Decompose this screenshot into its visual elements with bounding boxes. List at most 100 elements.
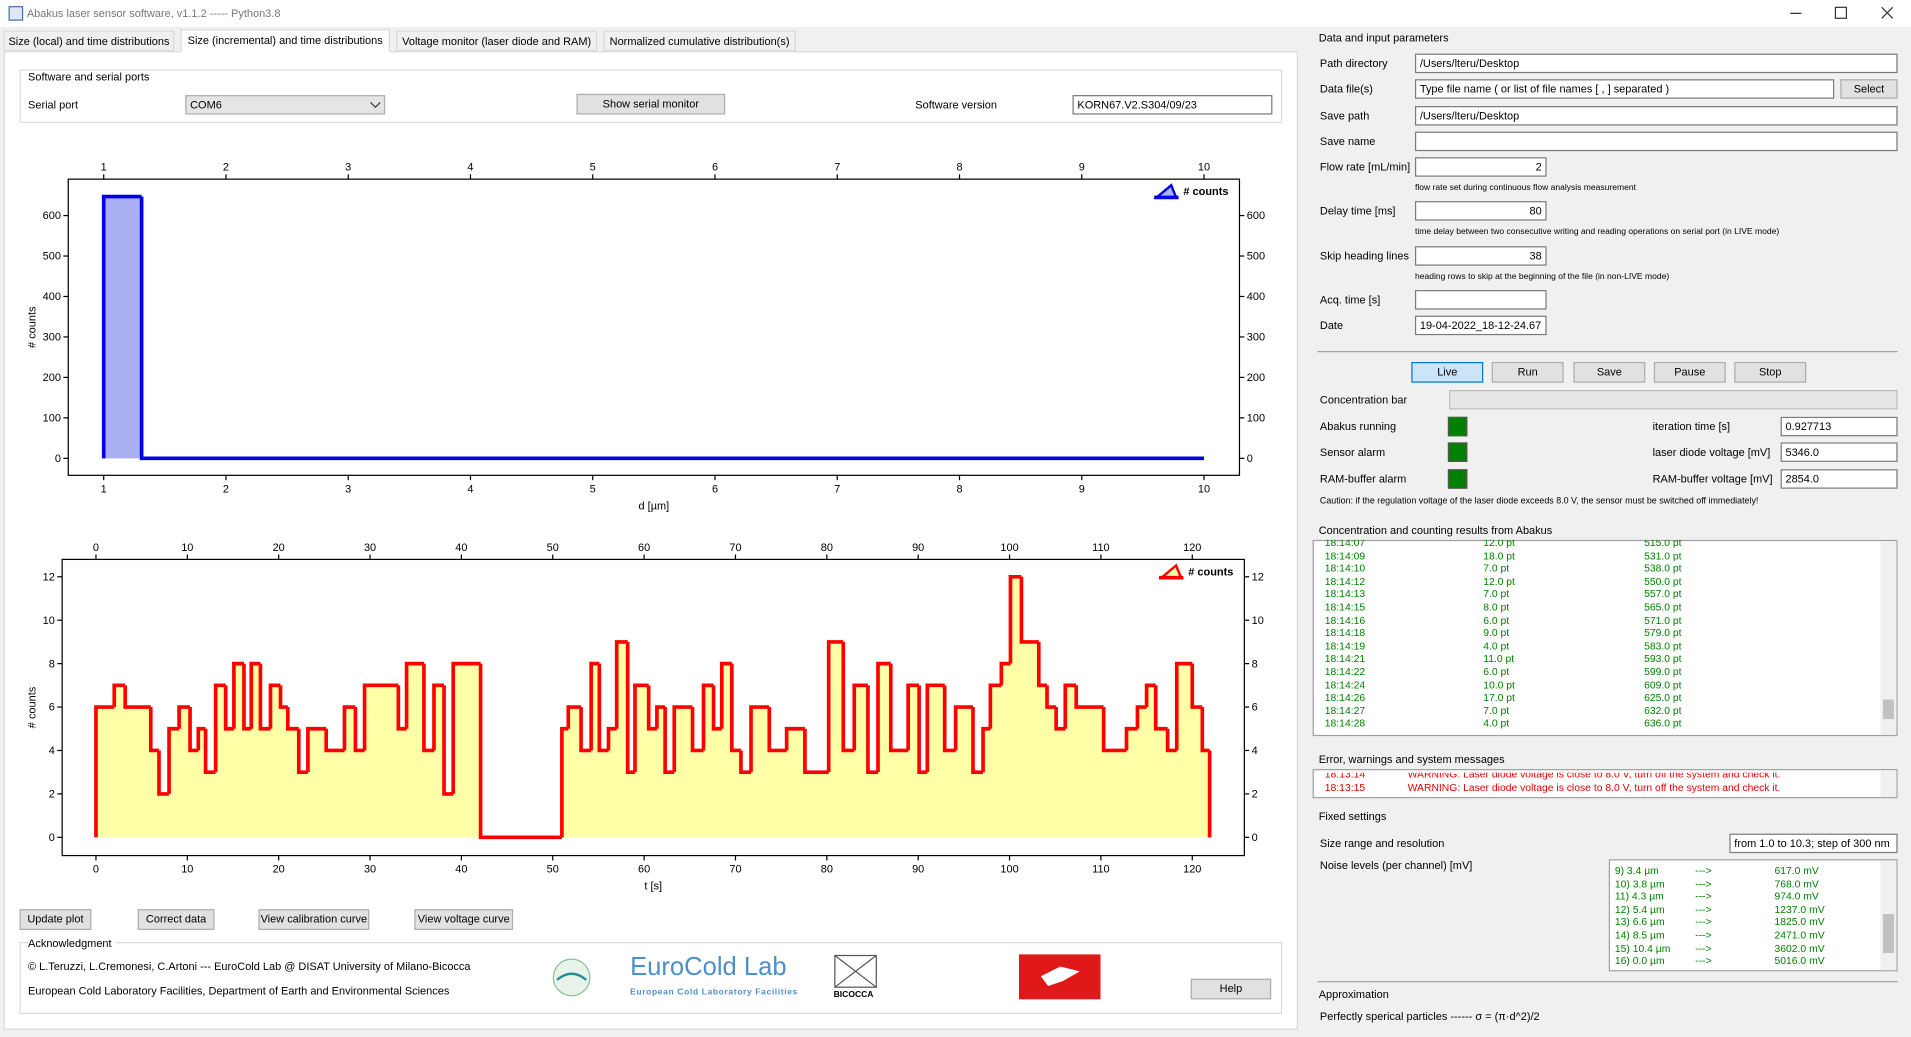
- y-tick-label: 200: [43, 372, 61, 384]
- button[interactable]: Save: [1573, 361, 1646, 383]
- result-cell: 6.0 pt: [1483, 613, 1510, 626]
- step-segment: [432, 683, 445, 751]
- step-segment: [606, 726, 617, 751]
- step-segment: [139, 196, 1205, 461]
- y-tick-label: 100: [1247, 413, 1265, 425]
- logo-subtext: European Cold Laboratory Facilities: [630, 988, 798, 997]
- hint: flow rate set during continuous flow ana…: [1414, 184, 1636, 193]
- step-segment: [1101, 707, 1127, 753]
- noise-cell: 617.0 mV: [1774, 864, 1819, 877]
- step-segment: [94, 705, 115, 838]
- y-tick-label: 10: [43, 615, 55, 627]
- x-tick-label: 110: [1092, 542, 1109, 554]
- step-segment: [826, 640, 844, 773]
- tab[interactable]: Size (incremental) and time distribution…: [180, 29, 390, 53]
- y-tick-label: 500: [43, 251, 61, 263]
- text-field[interactable]: [1414, 131, 1898, 152]
- step-segment: [1190, 663, 1203, 709]
- x-tick-label: 7: [834, 483, 840, 495]
- group-title: Acknowledgment: [28, 937, 116, 950]
- noise-cell: --->: [1695, 928, 1712, 941]
- noise-cell: --->: [1695, 941, 1712, 954]
- text-field[interactable]: 0.927713: [1780, 416, 1898, 437]
- button[interactable]: Correct data: [137, 909, 215, 930]
- caution: Caution: if the regulation voltage of th…: [1319, 494, 1759, 506]
- x-tick-label: 10: [181, 864, 193, 876]
- x-tick-label: 20: [273, 864, 285, 876]
- button[interactable]: Update plot: [19, 909, 92, 930]
- step-segment: [971, 707, 984, 775]
- label: Perfectly sperical particles ------ σ = …: [1319, 1010, 1540, 1023]
- x-tick-label: 100: [1000, 542, 1018, 554]
- text-field[interactable]: 38: [1414, 246, 1547, 266]
- step-segment: [988, 683, 1002, 729]
- scrollbar: [1880, 541, 1897, 735]
- window-controls[interactable]: [1779, 0, 1911, 27]
- combo-box[interactable]: COM6: [185, 95, 386, 115]
- y-tick-label: 0: [1247, 453, 1253, 465]
- tab[interactable]: Size (local) and time distributions: [3, 30, 175, 52]
- step-segment: [148, 707, 159, 753]
- text-field[interactable]: 80: [1414, 201, 1547, 221]
- step-segment: [1124, 726, 1138, 751]
- button[interactable]: Help: [1190, 978, 1272, 1000]
- x-tick-label: 0: [93, 864, 99, 876]
- text-field[interactable]: /Users/lteru/Desktop: [1414, 106, 1898, 126]
- text-field[interactable]: 2: [1414, 157, 1547, 177]
- tab[interactable]: Voltage monitor (laser diode and RAM): [396, 30, 598, 52]
- button[interactable]: View calibration curve: [258, 909, 370, 930]
- result-cell: 7.0 pt: [1483, 587, 1510, 601]
- button[interactable]: Run: [1491, 361, 1564, 383]
- group-title: Data and input parameters: [1318, 31, 1449, 44]
- step-segment: [1144, 683, 1156, 708]
- text-field[interactable]: [1414, 290, 1547, 310]
- label: Flow rate [mL/min]: [1319, 160, 1411, 174]
- button[interactable]: Pause: [1653, 361, 1726, 383]
- step-segment: [917, 685, 928, 775]
- step-segment: [711, 685, 722, 731]
- step-segment: [597, 663, 609, 753]
- result-cell: 4.0 pt: [1483, 717, 1510, 730]
- text-field[interactable]: 2854.0: [1780, 469, 1898, 489]
- x-tick-label: 5: [590, 483, 596, 495]
- x-tick-label: 60: [638, 864, 650, 876]
- result-cell: 18:14:12: [1324, 575, 1366, 588]
- text-field[interactable]: 19-04-2022_18-12-24.67: [1414, 315, 1547, 336]
- group-title: Fixed settings: [1318, 810, 1387, 823]
- text-field[interactable]: 5346.0: [1780, 442, 1898, 462]
- step-segment: [719, 661, 732, 729]
- y-axis-label: # counts: [26, 686, 38, 728]
- step-segment: [1054, 707, 1066, 731]
- button[interactable]: Live: [1411, 361, 1484, 383]
- message-list: [1312, 769, 1898, 799]
- button[interactable]: Select: [1840, 79, 1898, 99]
- text-field[interactable]: Type file name ( or list of file names […: [1414, 79, 1835, 99]
- text-field[interactable]: from 1.0 to 10.3; step of 300 nm: [1729, 833, 1898, 854]
- step-segment: [663, 707, 675, 775]
- y-tick-label: 0: [49, 832, 55, 844]
- noise-cell: 3602.0 mV: [1774, 941, 1825, 954]
- step-segment: [1153, 685, 1168, 731]
- text-field[interactable]: /Users/lteru/Desktop: [1414, 53, 1898, 74]
- step-segment: [404, 661, 424, 729]
- credit: European Cold Laboratory Facilities, Dep…: [28, 984, 450, 997]
- step-segment: [566, 705, 582, 729]
- step-segment: [157, 750, 170, 796]
- step-segment: [112, 683, 126, 708]
- button[interactable]: Show serial monitor: [576, 93, 726, 115]
- bicocca-logo: [834, 954, 877, 988]
- noise-cell: 15) 10.4 µm: [1614, 941, 1671, 954]
- result-cell: 571.0 pt: [1644, 613, 1682, 626]
- label: laser diode voltage [mV]: [1652, 446, 1771, 459]
- text-field[interactable]: KORN67.V2.S304/09/23: [1072, 95, 1273, 115]
- tab[interactable]: Normalized cumulative distribution(s): [603, 30, 796, 52]
- noise-cell: 9) 3.4 µm: [1614, 864, 1659, 877]
- noise-cell: 1825.0 mV: [1774, 915, 1825, 928]
- button[interactable]: View voltage curve: [414, 909, 514, 930]
- group-title: Concentration and counting results from …: [1318, 524, 1553, 537]
- step-segment: [1074, 685, 1104, 709]
- button[interactable]: Stop: [1734, 361, 1807, 383]
- result-cell: 9.0 pt: [1483, 626, 1510, 639]
- step-segment: [101, 194, 142, 459]
